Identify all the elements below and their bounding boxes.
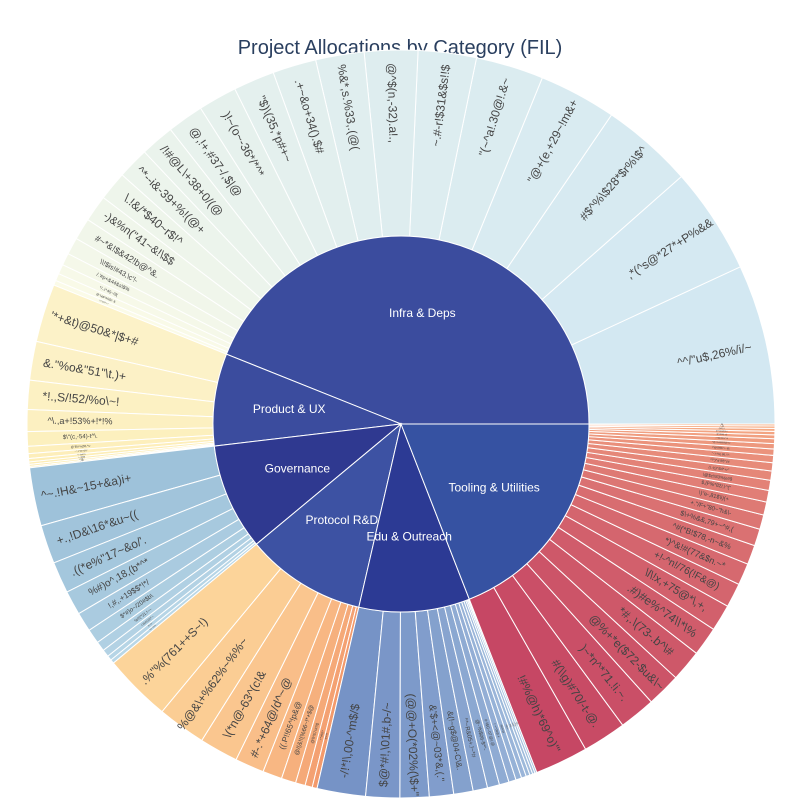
- category-label-protocol-r-d: Protocol R&D: [306, 513, 379, 527]
- project-label: ."~)-!%(.86,!!!~: [711, 451, 731, 457]
- project-label: ~13: [514, 722, 517, 727]
- project-label: @\\^67r#!!$: [309, 722, 320, 744]
- project-label: 14: [515, 722, 518, 726]
- category-segment-tooling-utilities[interactable]: [400, 423, 590, 600]
- chart-title: Project Allocations by Category (FIL): [238, 37, 563, 59]
- outer-ring: [26, 49, 776, 799]
- category-label-infra-deps: Infra & Deps: [389, 306, 456, 320]
- project-label: !~+^08@.#: [493, 723, 501, 738]
- project-label: (!#92~!: [719, 428, 726, 430]
- category-label-edu-outreach: Edu & Outreach: [366, 530, 451, 544]
- project-label: ,*60: [80, 460, 85, 463]
- project-label: #(-23~: [148, 622, 154, 628]
- project-label: (@@+O(*02%(\$+": [404, 693, 422, 796]
- project-label: &12*: [511, 722, 514, 727]
- project-label: %r~%24: [149, 624, 157, 631]
- project-label: ^~93: [720, 425, 725, 428]
- category-label-product-ux: Product & UX: [253, 402, 326, 416]
- project-label: *!.,S/!52/%o\~!: [42, 389, 120, 409]
- project-label: \*/-!$47+~!: [99, 300, 109, 306]
- inner-ring: [212, 235, 590, 613]
- project-label: @"$!/r%(55,*s-: [71, 444, 91, 449]
- project-label: ~^,-\\^56+@S^: [75, 449, 88, 453]
- category-segment-edu-outreach[interactable]: [358, 422, 470, 613]
- project-label: $,(F%*82/,\^(": [701, 480, 732, 492]
- category-label-tooling-utilities: Tooling & Utilities: [448, 481, 539, 495]
- project-label: ^$10+: [505, 724, 510, 731]
- project-label: 94: [721, 424, 724, 426]
- category-segment-protocol-r-d[interactable]: [255, 422, 402, 608]
- project-label: $@*#!,\01#,b-/~: [376, 702, 394, 787]
- project-label: @^$(n,-32).a!.,: [384, 63, 400, 143]
- project-label: (\.-b)^84*+r": [708, 464, 730, 472]
- category-segment-product-ux[interactable]: [212, 353, 402, 447]
- project-label: $\"(c,-54)-t^\.: [63, 433, 98, 441]
- project-label: ^!^)^a*85"\/#: [710, 458, 730, 464]
- project-label: ^+~&a57+: [77, 453, 87, 457]
- project-label: >-!$&!89%/"!&: [715, 436, 728, 440]
- project-label: /^@!$\$87+~@,: [712, 445, 731, 450]
- project-label: ^\.,a+!53%+!*!%: [48, 416, 113, 427]
- category-segment-governance[interactable]: [213, 423, 403, 545]
- project-label: (!11,: [508, 724, 511, 729]
- project-label: @\&69\: [325, 732, 329, 739]
- project-label: +!59.~: [79, 458, 86, 461]
- category-segment-infra-deps[interactable]: [225, 235, 590, 425]
- project-label: *'@+%#88$&@!%~: [712, 442, 732, 445]
- project-label: +~$58$: [78, 456, 86, 459]
- project-label: @^\&$*46@!~$: [95, 292, 116, 304]
- project-label: !$*\*$90)~@: [716, 434, 727, 436]
- category-label-governance: Governance: [265, 462, 331, 476]
- project-label: +^#68!*: [319, 729, 326, 741]
- project-label: $^^)91@(%+: [716, 430, 728, 433]
- inner-labels: Infra & Deps Product & UX Governance Protoc…: [253, 306, 540, 543]
- project-label: \@$c!!83%(e!/$: [703, 472, 734, 482]
- project-label: \/$09#@: [499, 724, 505, 734]
